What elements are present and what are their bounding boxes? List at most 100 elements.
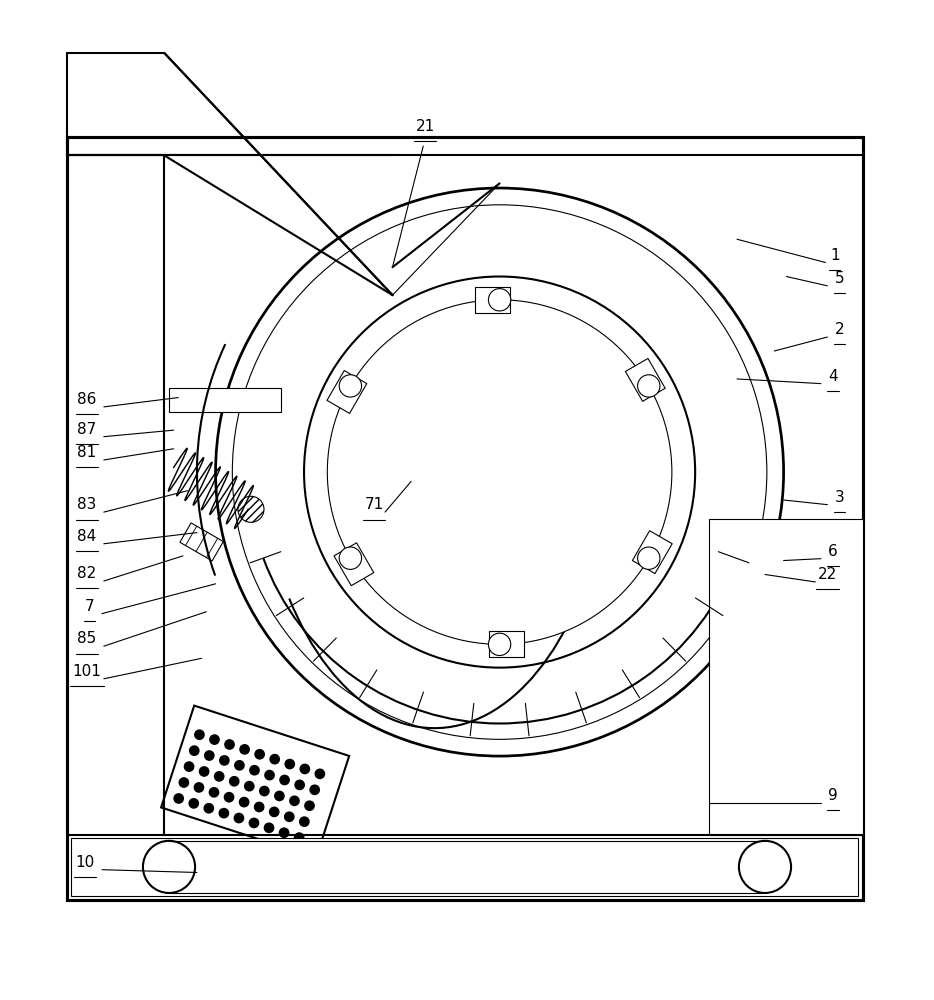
Circle shape bbox=[599, 525, 621, 547]
Circle shape bbox=[488, 333, 511, 356]
Circle shape bbox=[174, 794, 183, 803]
Circle shape bbox=[488, 289, 511, 311]
Circle shape bbox=[200, 767, 209, 776]
Bar bbox=[599, 370, 650, 430]
Text: 3: 3 bbox=[835, 490, 844, 505]
Circle shape bbox=[190, 746, 199, 755]
Circle shape bbox=[219, 756, 229, 765]
Circle shape bbox=[225, 740, 234, 749]
Circle shape bbox=[239, 797, 248, 807]
Circle shape bbox=[260, 786, 269, 796]
Circle shape bbox=[240, 745, 249, 754]
Circle shape bbox=[143, 841, 195, 893]
Circle shape bbox=[304, 801, 314, 810]
Circle shape bbox=[210, 735, 219, 744]
Bar bbox=[349, 515, 401, 574]
Circle shape bbox=[254, 802, 263, 812]
Bar bbox=[709, 519, 863, 835]
Bar bbox=[474, 313, 525, 343]
Bar bbox=[169, 388, 281, 412]
Circle shape bbox=[378, 525, 401, 547]
Text: 83: 83 bbox=[78, 497, 97, 512]
Text: 84: 84 bbox=[78, 529, 97, 544]
Circle shape bbox=[300, 764, 309, 774]
Circle shape bbox=[279, 828, 289, 837]
Circle shape bbox=[339, 547, 361, 569]
Circle shape bbox=[488, 633, 511, 656]
Circle shape bbox=[219, 808, 229, 818]
Text: 1: 1 bbox=[830, 248, 840, 263]
Text: 4: 4 bbox=[828, 369, 838, 384]
Text: 7: 7 bbox=[85, 599, 94, 614]
Circle shape bbox=[179, 778, 189, 787]
Bar bbox=[599, 515, 650, 574]
Text: 82: 82 bbox=[78, 566, 97, 581]
Circle shape bbox=[265, 770, 275, 780]
Text: 6: 6 bbox=[828, 544, 838, 559]
Text: 9: 9 bbox=[828, 788, 838, 803]
Circle shape bbox=[290, 796, 299, 805]
Circle shape bbox=[249, 818, 259, 828]
Circle shape bbox=[339, 375, 361, 397]
Circle shape bbox=[194, 783, 204, 792]
Bar bbox=[475, 287, 510, 313]
Bar bbox=[180, 523, 223, 561]
Text: 10: 10 bbox=[76, 855, 95, 870]
Circle shape bbox=[304, 277, 695, 668]
Circle shape bbox=[209, 788, 219, 797]
Bar bbox=[71, 838, 858, 896]
Bar bbox=[626, 358, 665, 401]
Circle shape bbox=[249, 766, 259, 775]
Text: 2: 2 bbox=[835, 322, 844, 337]
Circle shape bbox=[270, 755, 279, 764]
Circle shape bbox=[205, 751, 214, 760]
Circle shape bbox=[238, 496, 264, 522]
Circle shape bbox=[300, 817, 309, 826]
Bar bbox=[489, 631, 524, 657]
Text: 22: 22 bbox=[818, 567, 837, 582]
Circle shape bbox=[285, 812, 294, 821]
Circle shape bbox=[638, 547, 660, 569]
Circle shape bbox=[310, 785, 319, 794]
Bar bbox=[334, 543, 374, 586]
Text: 86: 86 bbox=[78, 392, 97, 407]
Circle shape bbox=[215, 772, 224, 781]
Circle shape bbox=[189, 799, 198, 808]
Circle shape bbox=[245, 782, 254, 791]
Circle shape bbox=[234, 761, 244, 770]
Bar bbox=[632, 531, 672, 574]
Text: 5: 5 bbox=[835, 271, 844, 286]
Circle shape bbox=[466, 587, 488, 609]
Circle shape bbox=[195, 730, 205, 739]
Circle shape bbox=[184, 762, 193, 771]
Circle shape bbox=[255, 750, 264, 759]
Bar bbox=[327, 371, 367, 413]
Circle shape bbox=[638, 375, 660, 397]
Circle shape bbox=[264, 823, 274, 832]
Circle shape bbox=[439, 412, 560, 533]
Circle shape bbox=[280, 775, 290, 785]
Circle shape bbox=[216, 188, 784, 756]
Circle shape bbox=[327, 300, 672, 644]
Bar bbox=[66, 137, 863, 900]
Text: 71: 71 bbox=[364, 497, 384, 512]
Circle shape bbox=[234, 813, 244, 823]
Circle shape bbox=[205, 804, 214, 813]
Text: 101: 101 bbox=[73, 664, 102, 679]
Circle shape bbox=[233, 205, 767, 739]
Text: 87: 87 bbox=[78, 422, 97, 437]
Circle shape bbox=[739, 841, 791, 893]
Circle shape bbox=[270, 807, 279, 817]
Text: 81: 81 bbox=[78, 445, 97, 460]
Circle shape bbox=[285, 759, 294, 769]
Circle shape bbox=[295, 780, 304, 790]
Text: 85: 85 bbox=[78, 631, 97, 646]
Circle shape bbox=[294, 833, 304, 842]
Circle shape bbox=[224, 793, 234, 802]
Text: 21: 21 bbox=[416, 119, 434, 134]
Circle shape bbox=[275, 791, 284, 801]
Bar bbox=[345, 382, 393, 441]
Circle shape bbox=[599, 397, 621, 419]
Bar bbox=[161, 706, 349, 858]
Circle shape bbox=[230, 777, 239, 786]
